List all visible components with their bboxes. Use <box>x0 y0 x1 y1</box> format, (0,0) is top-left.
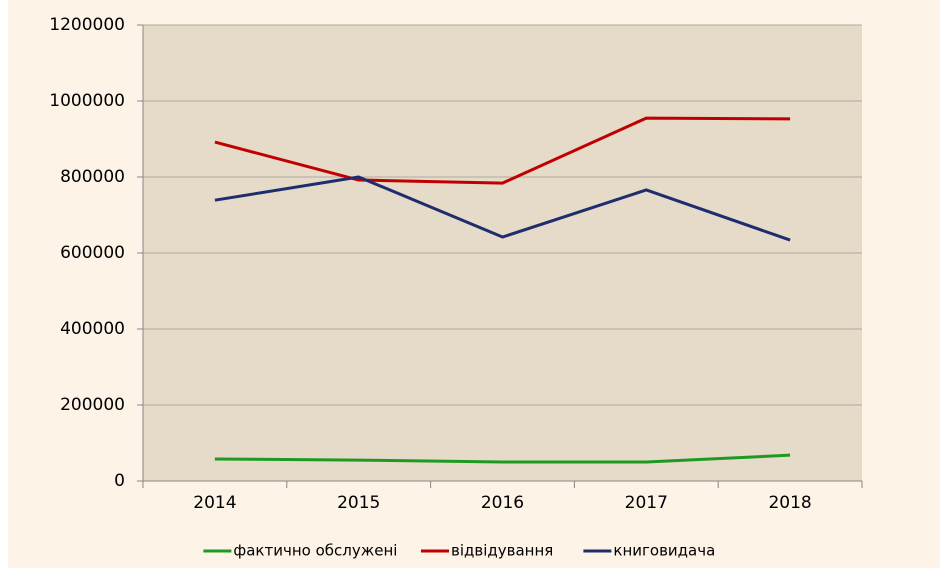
x-tick-label: 2018 <box>768 493 811 513</box>
series-line <box>214 116 791 185</box>
y-tick-label: 600000 <box>60 243 125 263</box>
x-tick-label: 2015 <box>337 493 380 513</box>
legend-label: фактично обслужені <box>233 542 397 560</box>
y-tick-label: 400000 <box>60 319 125 339</box>
y-tick-label: 0 <box>114 471 125 491</box>
legend-label: відвідування <box>451 542 553 560</box>
legend-label: книговидача <box>613 542 715 560</box>
x-tick-label: 2017 <box>625 493 668 513</box>
y-tick-label: 1000000 <box>49 91 125 111</box>
y-tick-label: 200000 <box>60 395 125 415</box>
series-line <box>214 175 791 242</box>
x-tick-label: 2014 <box>193 493 236 513</box>
series-line <box>214 453 791 464</box>
y-tick-label: 1200000 <box>49 15 125 35</box>
x-tick-label: 2016 <box>481 493 524 513</box>
y-tick-label: 800000 <box>60 167 125 187</box>
